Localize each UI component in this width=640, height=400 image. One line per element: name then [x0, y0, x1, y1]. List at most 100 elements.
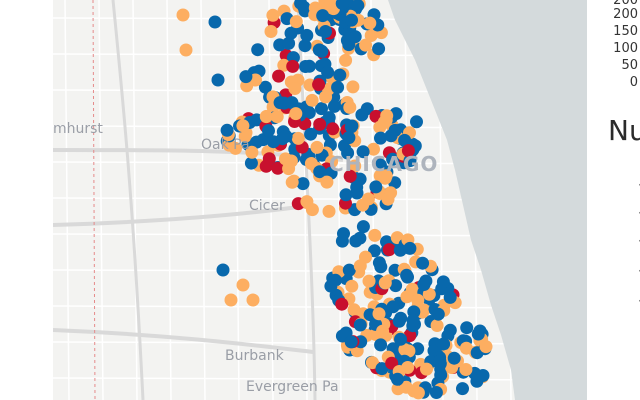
collision-point[interactable] — [401, 144, 415, 158]
collision-point[interactable] — [367, 142, 380, 156]
collision-point[interactable] — [381, 192, 395, 206]
collision-point[interactable] — [365, 356, 379, 370]
collision-point[interactable] — [239, 70, 253, 84]
collision-point[interactable] — [372, 307, 386, 321]
collision-point[interactable] — [363, 16, 377, 30]
collision-point[interactable] — [401, 361, 415, 374]
collision-point[interactable] — [271, 161, 285, 175]
collision-point[interactable] — [279, 129, 293, 143]
collision-point[interactable] — [353, 259, 367, 273]
collision-point[interactable] — [422, 287, 436, 301]
collision-point[interactable] — [294, 0, 308, 10]
collision-point[interactable] — [375, 362, 389, 376]
collision-point[interactable] — [310, 140, 324, 154]
collision-point[interactable] — [304, 127, 318, 141]
collision-point[interactable] — [359, 38, 373, 52]
collision-point[interactable] — [335, 234, 349, 248]
collision-point[interactable] — [360, 102, 374, 116]
collision-point[interactable] — [479, 340, 493, 354]
collision-point[interactable] — [320, 175, 334, 189]
collision-point[interactable] — [312, 78, 326, 92]
collision-point[interactable] — [343, 100, 357, 114]
collision-point[interactable] — [420, 362, 433, 376]
collision-point[interactable] — [322, 204, 336, 218]
collision-point[interactable] — [379, 169, 393, 183]
collision-point[interactable] — [460, 321, 474, 335]
collision-point[interactable] — [406, 314, 420, 327]
collision-point[interactable] — [386, 152, 400, 166]
collision-point[interactable] — [389, 279, 403, 293]
collision-point[interactable] — [430, 319, 444, 332]
collision-points[interactable] — [176, 0, 493, 400]
collision-point[interactable] — [410, 115, 423, 129]
collision-point[interactable] — [236, 119, 250, 133]
collision-point[interactable] — [356, 220, 370, 234]
collision-point[interactable] — [298, 39, 312, 53]
collision-point[interactable] — [349, 234, 363, 248]
collision-point[interactable] — [384, 129, 398, 143]
collision-point[interactable] — [259, 110, 273, 124]
collision-point[interactable] — [405, 282, 419, 296]
collision-point[interactable] — [344, 335, 358, 349]
collision-point[interactable] — [353, 318, 367, 332]
collision-point[interactable] — [341, 146, 355, 160]
collision-point[interactable] — [285, 96, 299, 110]
collision-point[interactable] — [476, 369, 490, 382]
collision-point[interactable] — [369, 180, 383, 194]
collision-point[interactable] — [339, 188, 353, 202]
collision-point[interactable] — [350, 180, 364, 194]
collision-point[interactable] — [374, 131, 387, 145]
collision-point[interactable] — [368, 244, 381, 258]
collision-point[interactable] — [302, 59, 316, 73]
collision-point[interactable] — [342, 263, 356, 277]
collision-point[interactable] — [403, 154, 417, 168]
collision-point[interactable] — [246, 293, 260, 307]
collision-point[interactable] — [335, 297, 349, 311]
collision-point[interactable] — [459, 341, 473, 355]
collision-point[interactable] — [459, 363, 473, 376]
collision-point[interactable] — [250, 135, 263, 149]
collision-point[interactable] — [374, 260, 388, 274]
collision-point[interactable] — [382, 243, 396, 257]
collision-point[interactable] — [447, 351, 461, 365]
collision-point[interactable] — [326, 122, 340, 136]
collision-point[interactable] — [403, 241, 417, 255]
collision-point[interactable] — [335, 0, 349, 10]
collision-point[interactable] — [282, 36, 296, 50]
collision-point[interactable] — [437, 337, 451, 351]
collision-point[interactable] — [313, 117, 327, 131]
collision-point[interactable] — [398, 343, 412, 357]
collision-point[interactable] — [364, 29, 378, 42]
collision-point[interactable] — [312, 43, 326, 57]
collision-point[interactable] — [229, 141, 242, 155]
map-canvas[interactable] — [53, 0, 587, 400]
collision-point[interactable] — [324, 279, 338, 293]
collision-point[interactable] — [436, 275, 450, 289]
collision-point[interactable] — [321, 65, 335, 79]
collision-point[interactable] — [211, 73, 225, 87]
collision-point[interactable] — [327, 99, 341, 113]
collision-point[interactable] — [331, 80, 345, 94]
collision-point[interactable] — [471, 327, 485, 341]
collision-point[interactable] — [305, 93, 319, 107]
collision-point[interactable] — [216, 263, 230, 277]
collision-point[interactable] — [270, 110, 284, 124]
collision-point[interactable] — [344, 120, 358, 134]
collision-point[interactable] — [179, 43, 193, 57]
collision-point[interactable] — [300, 28, 314, 42]
collision-point[interactable] — [258, 80, 272, 94]
collision-point[interactable] — [394, 332, 407, 346]
collision-point[interactable] — [348, 159, 362, 173]
collision-point[interactable] — [289, 15, 303, 29]
collision-point[interactable] — [319, 25, 332, 38]
collision-point[interactable] — [319, 90, 333, 104]
collision-point[interactable] — [348, 30, 362, 44]
collision-point[interactable] — [434, 368, 448, 382]
collision-point[interactable] — [339, 53, 353, 67]
collision-point[interactable] — [272, 69, 286, 83]
collision-point[interactable] — [356, 145, 370, 159]
collision-point[interactable] — [391, 372, 404, 386]
collision-point[interactable] — [224, 293, 238, 307]
collision-point[interactable] — [433, 354, 447, 368]
collision-point[interactable] — [262, 152, 276, 166]
